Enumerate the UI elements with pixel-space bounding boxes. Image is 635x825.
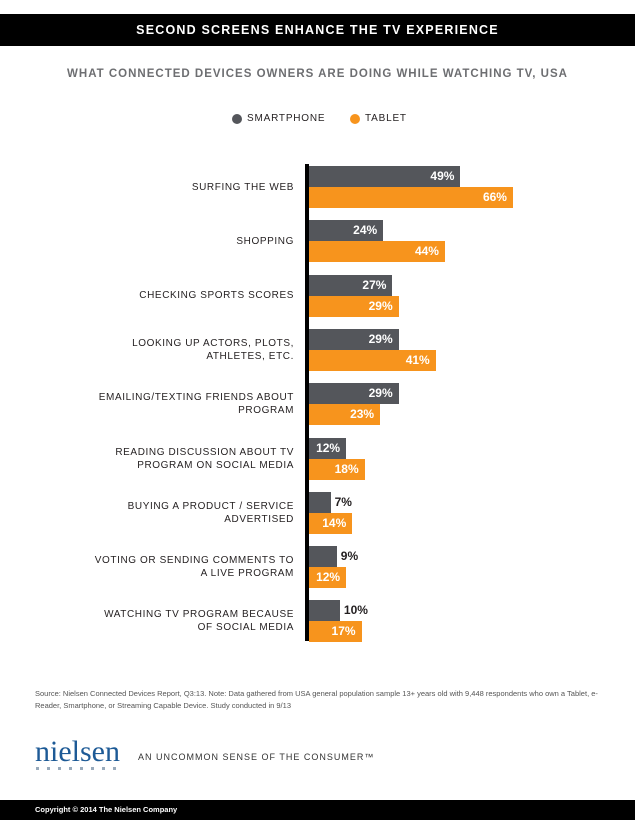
- value-label: 29%: [368, 331, 393, 346]
- value-label: 66%: [482, 190, 507, 204]
- value-label: 23%: [350, 407, 375, 422]
- value-label: 18%: [334, 461, 359, 476]
- category-label: SURFING THE WEB: [191, 181, 294, 193]
- value-label: 9%: [340, 549, 359, 564]
- chart-title: SECOND SCREENS ENHANCE THE TV EXPERIENCE: [0, 14, 635, 46]
- bar: [309, 512, 353, 534]
- value-label: 27%: [362, 277, 387, 292]
- category-label: CHECKING SPORTS SCORES: [139, 290, 294, 302]
- category-label: SHOPPING: [236, 235, 294, 247]
- bar: [309, 220, 384, 242]
- legend-marker: [350, 114, 360, 124]
- legend-label: SMARTPHONE: [247, 113, 326, 124]
- value-label: 7%: [334, 494, 352, 509]
- tagline: AN UNCOMMON SENSE OF THE CONSUMER™: [138, 752, 375, 762]
- source-note: Source: Nielsen Connected Devices Report…: [35, 689, 598, 710]
- bar: [309, 458, 365, 480]
- bar: [309, 274, 393, 296]
- axis-line: [305, 164, 309, 641]
- value-label: 24%: [353, 223, 378, 238]
- value-label: 44%: [414, 244, 439, 259]
- bar: [309, 328, 399, 350]
- bar: [309, 437, 347, 459]
- category-label: WATCHING TV PROGRAM BECAUSE OF SOCIAL ME…: [104, 609, 294, 634]
- logo-dots: [36, 767, 124, 770]
- bar: [309, 546, 337, 568]
- value-label: 17%: [331, 624, 356, 639]
- legend-marker: [232, 114, 242, 124]
- copyright: Copyright © 2014 The Nielsen Company: [35, 805, 178, 814]
- bar: [309, 187, 513, 208]
- category-label: EMAILING/TEXTING FRIENDS ABOUT PROGRAM: [98, 392, 294, 417]
- value-label: 10%: [343, 603, 368, 618]
- footer-bar: [0, 800, 635, 820]
- category-label: BUYING A PRODUCT / SERVICE ADVERTISED: [127, 500, 294, 525]
- value-label: 12%: [316, 440, 341, 455]
- bar: [309, 349, 436, 371]
- value-label: 49%: [430, 169, 455, 183]
- bar: [309, 621, 362, 643]
- chart-subtitle: WHAT CONNECTED DEVICES OWNERS ARE DOING …: [67, 68, 568, 80]
- bar: [309, 567, 347, 589]
- category-label: READING DISCUSSION ABOUT TV PROGRAM ON S…: [115, 446, 294, 471]
- category-label: VOTING OR SENDING COMMENTS TO A LIVE PRO…: [94, 555, 294, 580]
- bar: [309, 383, 399, 405]
- category-label: LOOKING UP ACTORS, PLOTS, ATHLETES, ETC.: [132, 337, 294, 362]
- logo: nielsen: [35, 735, 120, 768]
- bar: [309, 241, 445, 263]
- legend-label: TABLET: [365, 113, 407, 124]
- value-label: 41%: [405, 352, 430, 367]
- value-label: 12%: [316, 570, 341, 585]
- bar: [309, 166, 461, 187]
- bar: [309, 491, 331, 513]
- value-label: 29%: [368, 298, 393, 313]
- value-label: 29%: [368, 386, 393, 401]
- value-label: 14%: [322, 515, 347, 530]
- bar: [309, 295, 399, 317]
- bar: [309, 600, 340, 622]
- bar: [309, 404, 381, 426]
